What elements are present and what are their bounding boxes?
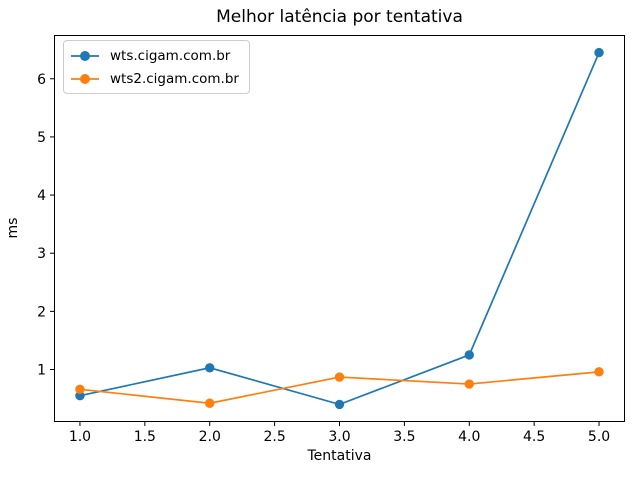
legend: wts.cigam.com.br wts2.cigam.com.br xyxy=(63,40,250,94)
svg-text:1.5: 1.5 xyxy=(134,429,156,445)
legend-line-marker-icon xyxy=(71,50,99,61)
svg-text:2.5: 2.5 xyxy=(263,429,285,445)
svg-text:4: 4 xyxy=(37,188,46,204)
chart-title: Melhor latência por tentativa xyxy=(216,7,463,27)
svg-text:5.0: 5.0 xyxy=(588,429,610,445)
legend-item: wts2.cigam.com.br xyxy=(70,68,239,89)
svg-text:3: 3 xyxy=(37,246,46,262)
legend-item: wts.cigam.com.br xyxy=(70,45,239,66)
legend-label: wts2.cigam.com.br xyxy=(110,70,239,87)
svg-text:3.5: 3.5 xyxy=(393,429,415,445)
x-axis-label: Tentativa xyxy=(307,448,372,464)
svg-text:1.0: 1.0 xyxy=(69,429,91,445)
legend-line-marker-icon xyxy=(71,73,99,84)
svg-text:2.0: 2.0 xyxy=(199,429,221,445)
svg-text:6: 6 xyxy=(37,72,46,88)
svg-text:4.5: 4.5 xyxy=(523,429,545,445)
svg-text:4.0: 4.0 xyxy=(458,429,480,445)
svg-text:5: 5 xyxy=(37,130,46,146)
legend-label: wts.cigam.com.br xyxy=(110,47,231,64)
svg-text:3.0: 3.0 xyxy=(328,429,350,445)
svg-text:1: 1 xyxy=(37,363,46,379)
svg-text:2: 2 xyxy=(37,304,46,320)
